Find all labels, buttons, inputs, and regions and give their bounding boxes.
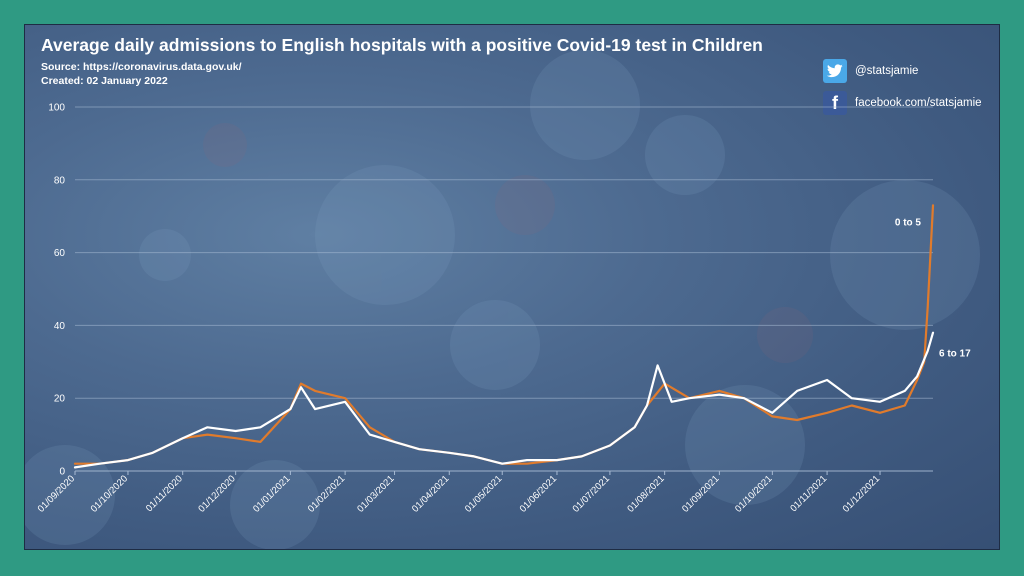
x-tick-label: 01/06/2021: [518, 473, 559, 514]
x-tick-label: 01/11/2021: [788, 473, 829, 514]
y-tick-label: 0: [59, 467, 65, 478]
x-tick-label: 01/07/2021: [571, 473, 612, 514]
created-date-text: Created: 02 January 2022: [41, 75, 168, 87]
y-tick-label: 20: [54, 394, 66, 405]
y-tick-label: 40: [54, 321, 66, 332]
gridlines: [75, 106, 933, 472]
twitter-link[interactable]: @statsjamie: [823, 59, 918, 83]
facebook-handle: facebook.com/statsjamie: [855, 97, 982, 109]
x-tick-label: 01/12/2021: [841, 473, 882, 514]
x-tick-label: 01/11/2020: [144, 473, 185, 514]
twitter-handle: @statsjamie: [855, 65, 919, 77]
x-tick-label: 01/12/2020: [196, 473, 237, 514]
x-tick-label: 01/02/2021: [306, 473, 347, 514]
x-tick-label: 01/05/2021: [463, 473, 504, 514]
chart-panel: Average daily admissions to English hosp…: [24, 24, 1000, 550]
x-tick-label: 01/10/2021: [733, 473, 774, 514]
x-tick-label: 01/09/2021: [680, 473, 721, 514]
x-tick-label: 01/03/2021: [355, 473, 396, 514]
x-tick-label: 01/08/2021: [625, 473, 666, 514]
series-line-0-to-5: [73, 204, 935, 465]
facebook-f-icon: f: [823, 91, 847, 115]
x-tick-label: 01/01/2021: [251, 473, 292, 514]
virus-background-image: [25, 50, 980, 549]
series-line-6-to-17: [73, 331, 935, 469]
series-labels: 0 to 5 6 to 17: [895, 217, 971, 359]
twitter-bird-icon: [823, 59, 847, 83]
y-tick-label: 60: [54, 248, 66, 259]
x-tick-label: 01/09/2020: [36, 473, 77, 514]
x-tick-label: 01/10/2020: [89, 473, 130, 514]
y-tick-label: 100: [48, 103, 65, 114]
series-label-0-to-5: 0 to 5: [895, 217, 922, 228]
x-axis-ticks: 01/09/2020 01/10/2020 01/11/2020 01/12/2020…: [36, 471, 882, 515]
source-text: Source: https://coronavirus.data.gov.uk/: [41, 61, 242, 73]
series-label-6-to-17: 6 to 17: [939, 349, 971, 360]
series-lines: [73, 204, 935, 469]
facebook-link[interactable]: f facebook.com/statsjamie: [823, 91, 982, 115]
x-tick-label: 01/04/2021: [410, 473, 451, 514]
y-axis-ticks: 0 20 40 60 80 100: [48, 103, 65, 478]
chart-title: Average daily admissions to English hosp…: [41, 35, 763, 55]
y-tick-label: 80: [54, 175, 66, 186]
line-chart: 0 20 40 60 80 100 01/09/2020 01/10/2020 01/11/2…: [36, 103, 971, 515]
